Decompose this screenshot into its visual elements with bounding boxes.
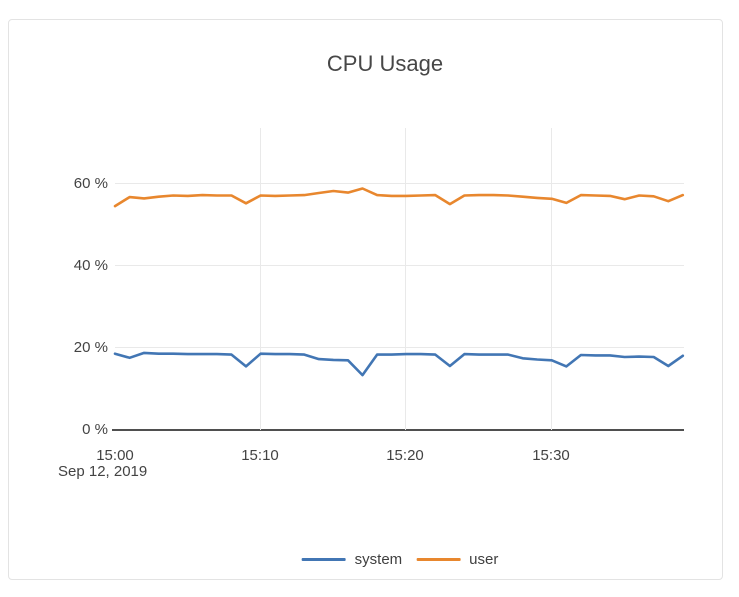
x-axis-line [112, 429, 684, 431]
gridline-1510 [260, 128, 261, 430]
legend-swatch-system [301, 558, 346, 561]
y-tick-label-20: 20 % [73, 339, 108, 356]
legend-item-user[interactable]: user [416, 551, 498, 568]
x-tick-label-1510: 15:10 [241, 447, 279, 464]
legend-item-system[interactable]: system [301, 551, 403, 568]
legend-swatch-user [416, 558, 461, 561]
x-tick-label-1520: 15:20 [386, 447, 424, 464]
chart-title: CPU Usage [326, 51, 444, 76]
gridline-40pct [115, 265, 684, 266]
gridline-1520 [405, 128, 406, 430]
y-tick-label-0: 0 % [82, 421, 108, 438]
chart-panel [8, 19, 723, 580]
gridline-20pct [115, 347, 684, 348]
gridline-60pct [115, 183, 684, 184]
y-tick-label-40: 40 % [73, 257, 108, 274]
gridline-1530 [551, 128, 552, 430]
legend: system user [301, 551, 498, 568]
x-tick-label-1530: 15:30 [532, 447, 570, 464]
y-tick-label-60: 60 % [73, 175, 108, 192]
axis-date-label: Sep 12, 2019 [58, 463, 148, 480]
x-tick-label-1500: 15:00 [96, 447, 134, 464]
legend-label-system: system [354, 551, 403, 568]
legend-label-user: user [469, 551, 499, 568]
